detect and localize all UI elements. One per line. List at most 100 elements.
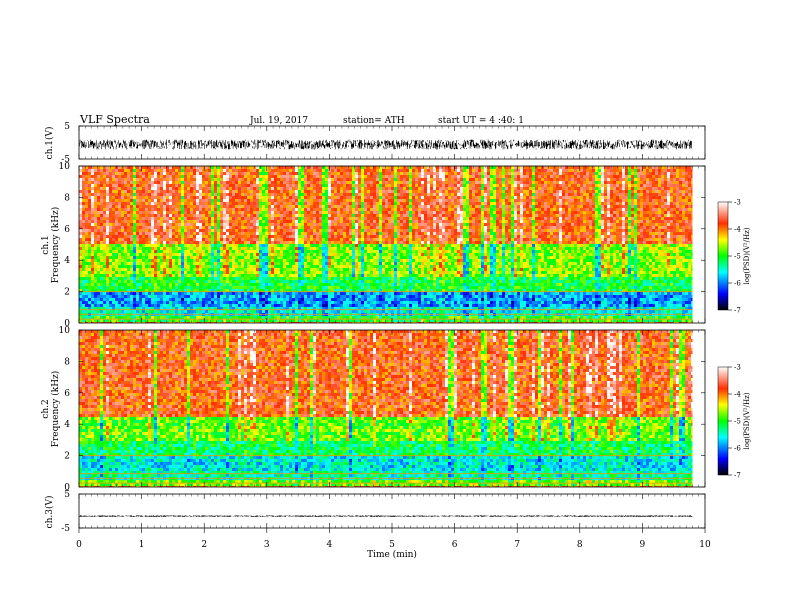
spectrogram-cell <box>175 265 178 268</box>
spectrogram-cell <box>112 283 115 286</box>
spectrogram-cell <box>271 259 274 262</box>
spectrogram-cell <box>235 169 238 172</box>
spectrogram-cell <box>106 199 109 202</box>
spectrogram-cell <box>238 322 241 323</box>
spectrogram-cell <box>280 190 283 193</box>
spectrogram-cell <box>115 298 118 301</box>
spectrogram-cell <box>226 262 229 265</box>
spectrogram-cell <box>313 298 316 301</box>
spectrogram-cell <box>151 256 154 259</box>
spectrogram-cell <box>226 322 229 323</box>
spectrogram-cell <box>238 196 241 199</box>
spectrogram-cell <box>157 175 160 178</box>
spectrogram-cell <box>325 175 328 178</box>
spectrogram-cell <box>283 184 286 187</box>
spectrogram-cell <box>163 295 166 298</box>
spectrogram-cell <box>343 298 346 301</box>
spectrogram-cell <box>331 223 334 226</box>
spectrogram-cell <box>184 250 187 253</box>
spectrogram-cell <box>244 187 247 190</box>
spectrogram-cell <box>319 286 322 289</box>
spectrogram-cell <box>157 271 160 274</box>
spectrogram-cell <box>82 175 85 178</box>
spectrogram-cell <box>166 244 169 247</box>
spectrogram-cell <box>346 244 349 247</box>
spectrogram-cell <box>340 187 343 190</box>
spectrogram-cell <box>238 169 241 172</box>
spectrogram-cell <box>343 178 346 181</box>
spectrogram-cell <box>166 289 169 292</box>
spectrogram-cell <box>253 289 256 292</box>
spectrogram-cell <box>169 193 172 196</box>
spectrogram-cell <box>85 250 88 253</box>
spectrogram-cell <box>88 310 91 313</box>
spectrogram-cell <box>124 286 127 289</box>
spectrogram-cell <box>133 184 136 187</box>
spectrogram-cell <box>175 193 178 196</box>
spectrogram-cell <box>253 244 256 247</box>
spectrogram-cell <box>253 175 256 178</box>
spectrogram-cell <box>118 193 121 196</box>
spectrogram-cell <box>208 274 211 277</box>
spectrogram-cell <box>244 223 247 226</box>
spectrogram-cell <box>334 244 337 247</box>
spectrogram-cell <box>313 289 316 292</box>
spectrogram-cell <box>259 220 262 223</box>
spectrogram-cell <box>136 184 139 187</box>
spectrogram-cell <box>286 271 289 274</box>
spectrogram-cell <box>163 319 166 322</box>
spectrogram-cell <box>187 220 190 223</box>
spectrogram-cell <box>340 190 343 193</box>
spectrogram-cell <box>97 319 100 322</box>
spectrogram-cell <box>202 286 205 289</box>
spectrogram-cell <box>106 229 109 232</box>
spectrogram-cell <box>82 172 85 175</box>
spectrogram-cell <box>139 271 142 274</box>
spectrogram-cell <box>277 319 280 322</box>
spectrogram-cell <box>190 253 193 256</box>
spectrogram-cell <box>229 259 232 262</box>
spectrogram-cell <box>217 289 220 292</box>
spectrogram-cell <box>94 277 97 280</box>
spectrogram-cell <box>274 241 277 244</box>
spectrogram-cell <box>205 205 208 208</box>
spectrogram-cell <box>145 220 148 223</box>
spectrogram-cell <box>262 271 265 274</box>
spectrogram-cell <box>97 265 100 268</box>
spectrogram-cell <box>133 175 136 178</box>
spectrogram-cell <box>235 259 238 262</box>
spectrogram-cell <box>148 307 151 310</box>
spectrogram-cell <box>316 268 319 271</box>
spectrogram-cell <box>148 301 151 304</box>
spectrogram-cell <box>253 301 256 304</box>
spectrogram-cell <box>247 319 250 322</box>
spectrogram-cell <box>295 286 298 289</box>
spectrogram-cell <box>268 247 271 250</box>
spectrogram-cell <box>199 217 202 220</box>
spectrogram-cell <box>148 202 151 205</box>
spectrogram-cell <box>100 265 103 268</box>
spectrogram-cell <box>151 244 154 247</box>
spectrogram-cell <box>211 301 214 304</box>
spectrogram-cell <box>172 190 175 193</box>
spectrogram-cell <box>319 310 322 313</box>
spectrogram-cell <box>205 262 208 265</box>
spectrogram-cell <box>127 232 130 235</box>
spectrogram-cell <box>316 316 319 319</box>
spectrogram-cell <box>154 181 157 184</box>
spectrogram-cell <box>88 235 91 238</box>
spectrogram-cell <box>241 316 244 319</box>
spectrogram-cell <box>292 247 295 250</box>
spectrogram-cell <box>142 193 145 196</box>
spectrogram-cell <box>232 169 235 172</box>
spectrogram-cell <box>154 250 157 253</box>
spectrogram-cell <box>154 217 157 220</box>
spectrogram-cell <box>157 250 160 253</box>
spectrogram-cell <box>199 268 202 271</box>
spectrogram-cell <box>139 184 142 187</box>
spectrogram-cell <box>211 220 214 223</box>
spectrogram-cell <box>187 256 190 259</box>
spectrogram-cell <box>202 223 205 226</box>
spectrogram-cell <box>238 199 241 202</box>
spectrogram-cell <box>181 256 184 259</box>
